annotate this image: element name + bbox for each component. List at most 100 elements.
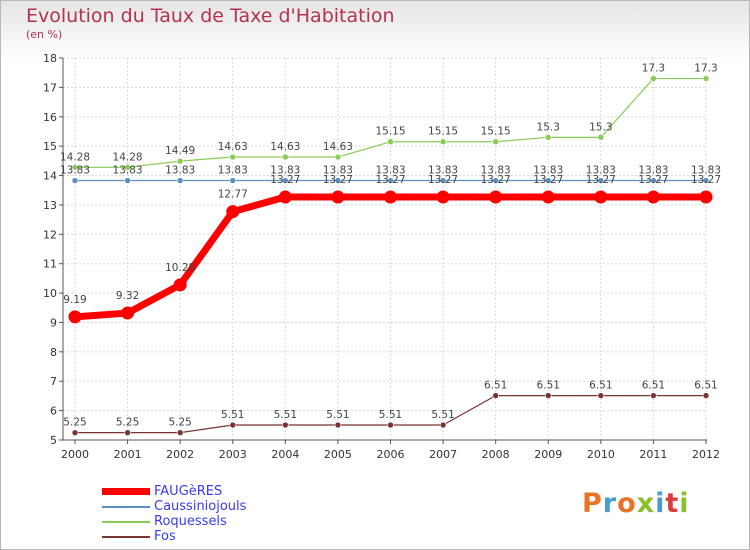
legend-item: FAUGèRES (102, 484, 246, 499)
x-tick-label: 2006 (377, 448, 405, 461)
data-label: 9.19 (63, 294, 86, 306)
data-label: 13.27 (586, 174, 616, 186)
x-tick-label: 2001 (114, 448, 142, 461)
data-label: 13.27 (481, 174, 511, 186)
x-tick-label: 2002 (166, 448, 194, 461)
legend-label: Caussiniojouls (154, 499, 247, 514)
data-label: 14.63 (218, 141, 248, 153)
data-label: 15.15 (481, 126, 511, 138)
data-point (384, 190, 397, 204)
x-tick-label: 2009 (534, 448, 562, 461)
data-label: 13.83 (270, 165, 300, 177)
data-label: 13.27 (428, 174, 458, 186)
data-point (702, 177, 710, 184)
brand-logo: Proxiti (582, 488, 690, 519)
data-label: 13.27 (638, 174, 668, 186)
data-label: 5.51 (431, 409, 454, 421)
data-point (492, 138, 499, 146)
data-label: 14.63 (270, 141, 300, 153)
y-tick-label: 9 (50, 316, 57, 329)
data-point (439, 177, 447, 184)
data-point (334, 153, 342, 161)
series-caussiniojouls (71, 177, 710, 184)
data-point (176, 429, 184, 436)
data-point (124, 164, 131, 171)
data-point (124, 429, 131, 436)
data-label: 13.83 (113, 165, 143, 177)
legend-label: FAUGèRES (154, 484, 223, 499)
data-point (436, 190, 450, 204)
series-faug-res (68, 190, 713, 324)
data-label: 14.63 (323, 141, 353, 153)
brand-letter: P (582, 488, 603, 519)
data-point (702, 392, 710, 399)
brand-letter: x (636, 488, 656, 519)
data-label: 13.27 (323, 174, 353, 186)
y-tick-label: 18 (43, 52, 57, 65)
y-tick-label: 7 (50, 375, 57, 388)
chart-subtitle: (en %) (26, 28, 63, 41)
data-label: 13.27 (375, 174, 405, 186)
data-label: 13.83 (218, 165, 248, 177)
data-point (544, 134, 552, 141)
data-point (702, 75, 710, 82)
data-label: 5.51 (326, 409, 349, 421)
data-label: 13.27 (270, 174, 300, 186)
data-label: 13.83 (323, 165, 353, 177)
data-label: 6.51 (694, 380, 717, 392)
x-tick-label: 2004 (271, 448, 299, 461)
data-point (282, 153, 289, 161)
data-point (387, 138, 394, 146)
legend-item: Caussiniojouls (102, 499, 246, 514)
data-label: 17.3 (642, 63, 665, 75)
brand-letter: r (602, 488, 618, 519)
data-point (278, 190, 292, 204)
legend-label: Roquessels (154, 514, 227, 529)
data-point (124, 177, 131, 184)
data-point (646, 190, 660, 204)
data-point (71, 177, 79, 184)
brand-letter: i (679, 488, 690, 519)
brand-letter: t (665, 488, 680, 519)
data-point (229, 421, 237, 429)
data-label: 13.83 (638, 165, 668, 177)
data-label: 15.3 (589, 121, 612, 133)
y-tick-label: 5 (50, 434, 57, 447)
data-point (71, 164, 79, 171)
y-tick-label: 11 (43, 258, 57, 271)
data-point (489, 190, 503, 204)
data-label: 17.3 (694, 63, 717, 75)
data-label: 5.51 (274, 409, 297, 421)
data-label: 15.3 (537, 121, 560, 133)
legend-swatch (102, 535, 150, 538)
y-tick-label: 12 (43, 228, 57, 241)
data-label: 13.83 (481, 165, 511, 177)
data-point (176, 157, 184, 165)
y-tick-label: 13 (43, 199, 57, 212)
data-label: 15.15 (375, 126, 405, 138)
data-label: 13.83 (375, 165, 405, 177)
x-tick-label: 2005 (324, 448, 352, 461)
data-label: 9.32 (116, 290, 139, 302)
data-label: 13.83 (533, 165, 563, 177)
series-fos (71, 392, 710, 436)
data-label: 13.83 (165, 165, 195, 177)
data-point (334, 421, 342, 429)
data-label: 5.25 (116, 417, 139, 429)
y-tick-label: 17 (43, 81, 57, 94)
data-label: 13.27 (533, 174, 563, 186)
data-label: 14.28 (113, 151, 143, 163)
data-label: 6.51 (589, 380, 612, 392)
data-point (387, 421, 394, 429)
data-point (71, 429, 79, 436)
data-point (650, 177, 657, 184)
legend: FAUGèRES Caussiniojouls Roquessels Fos (102, 484, 246, 544)
data-point (699, 190, 713, 204)
data-point (334, 177, 342, 184)
data-point (439, 138, 447, 146)
data-label: 12.77 (218, 189, 248, 201)
data-point (541, 190, 555, 204)
data-point (229, 153, 237, 161)
legend-swatch (102, 488, 150, 495)
data-point (121, 306, 135, 320)
